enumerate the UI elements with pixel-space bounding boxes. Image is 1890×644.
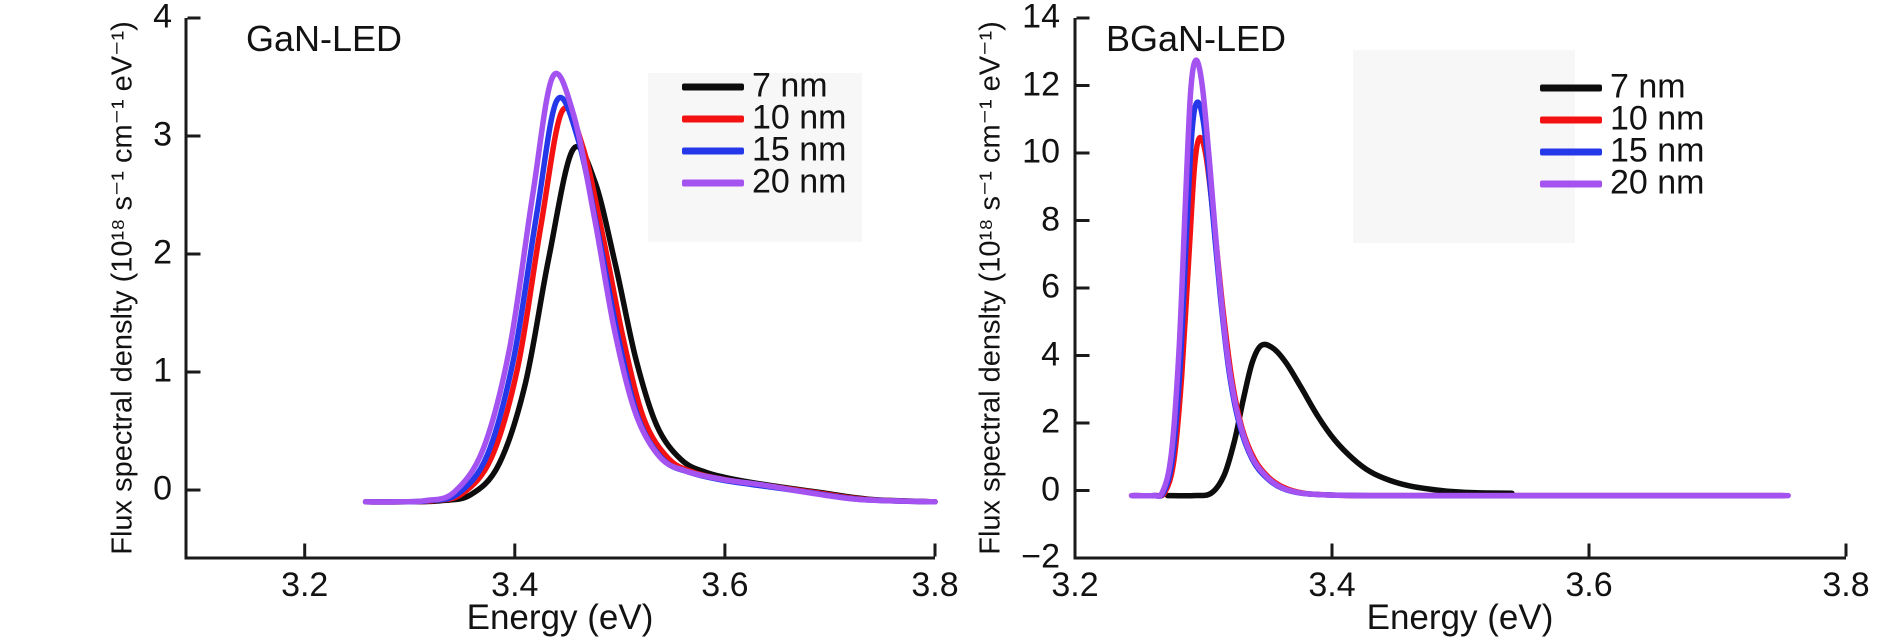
x-axis-label-left: Energy (eV) bbox=[466, 598, 654, 637]
legend-label-0-20-nm: 20 nm bbox=[752, 162, 847, 201]
y-tick-label-1-2: 2 bbox=[1041, 402, 1060, 441]
legend-swatch-0-10-nm bbox=[682, 115, 744, 123]
x-tick-label-0-3.2: 3.2 bbox=[281, 566, 329, 604]
legend-backdrop-right bbox=[1353, 50, 1575, 243]
y-tick-label-1-4: 4 bbox=[1041, 335, 1060, 374]
x-tick-label-1-3.6: 3.6 bbox=[1565, 566, 1613, 604]
legend-label-0-7-nm: 7 nm bbox=[752, 66, 828, 105]
chart-title-gan-led: GaN-LED bbox=[246, 18, 403, 59]
legend-swatch-1-20-nm bbox=[1540, 180, 1602, 188]
legend-swatch-1-10-nm bbox=[1540, 116, 1602, 124]
y-tick-label-0-4: 4 bbox=[153, 0, 172, 36]
x-tick-label-1-3.2: 3.2 bbox=[1051, 566, 1099, 604]
legend-label-0-10-nm: 10 nm bbox=[752, 98, 847, 137]
y-tick-label-1-6: 6 bbox=[1041, 267, 1060, 306]
y-tick-label-1-0: 0 bbox=[1041, 470, 1060, 509]
y-tick-label-1-12: 12 bbox=[1022, 65, 1060, 104]
x-tick-label-1-3.4: 3.4 bbox=[1308, 566, 1356, 604]
y-tick-label-1-14: 14 bbox=[1022, 0, 1060, 36]
y-tick-label-1-10: 10 bbox=[1022, 132, 1060, 171]
legend-label-1-20-nm: 20 nm bbox=[1610, 163, 1705, 202]
legend-swatch-0-15-nm bbox=[682, 147, 744, 155]
axis-lines-1 bbox=[1073, 18, 1846, 560]
chart-title-bgan-led: BGaN-LED bbox=[1106, 18, 1287, 59]
legend-label-0-15-nm: 15 nm bbox=[752, 130, 847, 169]
y-tick-label-1-8: 8 bbox=[1041, 200, 1060, 239]
x-tick-label-1-3.8: 3.8 bbox=[1822, 566, 1870, 604]
legend-label-1-15-nm: 15 nm bbox=[1610, 131, 1705, 170]
curve-1-20-nm bbox=[1128, 57, 1791, 500]
x-tick-label-0-3.8: 3.8 bbox=[911, 566, 959, 604]
legend-label-1-10-nm: 10 nm bbox=[1610, 99, 1705, 138]
axis-lines-0 bbox=[184, 18, 935, 560]
legend-swatch-0-7-nm bbox=[682, 83, 744, 91]
x-tick-label-0-3.6: 3.6 bbox=[701, 566, 749, 604]
legend-swatch-1-7-nm bbox=[1540, 84, 1602, 92]
y-tick-label-1-−2: −2 bbox=[1021, 537, 1060, 576]
x-axis-label-right: Energy (eV) bbox=[1366, 598, 1554, 637]
y-tick-label-0-1: 1 bbox=[153, 351, 172, 390]
legend-label-1-7-nm: 7 nm bbox=[1610, 67, 1686, 106]
curve-0-20-nm bbox=[362, 70, 938, 505]
y-tick-label-0-0: 0 bbox=[153, 469, 172, 508]
y-tick-label-0-3: 3 bbox=[153, 115, 172, 154]
legend-swatch-1-15-nm bbox=[1540, 148, 1602, 156]
curve-1-7-nm bbox=[1164, 341, 1515, 499]
y-tick-label-0-2: 2 bbox=[153, 233, 172, 272]
x-tick-label-0-3.4: 3.4 bbox=[491, 566, 539, 604]
legend-backdrop-left bbox=[648, 73, 862, 242]
legend-swatch-0-20-nm bbox=[682, 179, 744, 187]
